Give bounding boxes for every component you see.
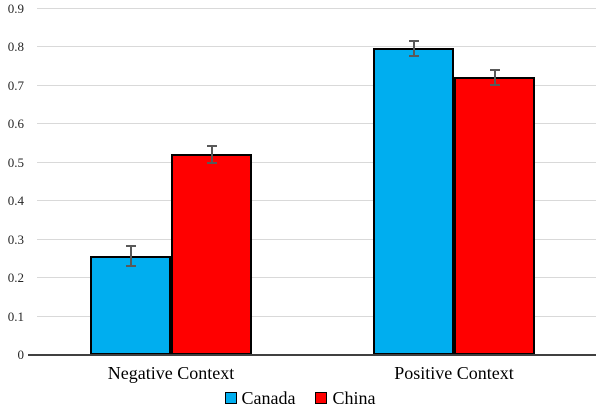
- x-axis-category-label: Negative Context: [107, 363, 235, 383]
- y-axis-tick-label: 0.3: [7, 232, 24, 247]
- legend-swatch-china: [315, 392, 328, 404]
- y-gridline: [37, 85, 596, 86]
- error-bar-cap: [490, 69, 500, 71]
- error-bar-cap: [490, 84, 500, 86]
- error-bar: [413, 41, 415, 56]
- error-bar-cap: [126, 265, 136, 267]
- y-gridline: [37, 8, 596, 9]
- legend-item-canada: Canada: [224, 388, 296, 408]
- y-axis-tick-label: 0.7: [7, 78, 24, 93]
- error-bar-cap: [126, 245, 136, 247]
- y-gridline: [37, 277, 596, 278]
- error-bar-cap: [207, 145, 217, 147]
- y-axis-tick-label: 0.8: [7, 39, 24, 54]
- error-bar: [494, 70, 496, 85]
- error-bar: [130, 246, 132, 265]
- bar-china-negative-context: [171, 154, 252, 355]
- y-gridline: [37, 316, 596, 317]
- bar-canada-positive-context: [373, 48, 454, 355]
- y-axis-tick-label: 0.6: [7, 116, 24, 131]
- y-gridline: [37, 162, 596, 163]
- x-axis-line: [28, 354, 596, 356]
- y-gridline: [37, 239, 596, 240]
- bar-china-positive-context: [454, 77, 535, 355]
- error-bar: [211, 146, 213, 163]
- chart-legend: Canada China: [0, 388, 600, 408]
- y-axis-tick-label: 0.5: [7, 155, 24, 170]
- y-axis-tick-label: 0.2: [7, 270, 24, 285]
- error-bar-cap: [409, 55, 419, 57]
- legend-label: Canada: [241, 388, 296, 408]
- y-gridline: [37, 200, 596, 201]
- y-axis-tick-label: 0.9: [7, 1, 24, 16]
- error-bar-cap: [409, 40, 419, 42]
- y-axis-tick-label: 0.4: [7, 193, 24, 208]
- y-axis-tick-label: 0.1: [7, 309, 24, 324]
- y-gridline: [37, 46, 596, 47]
- legend-label: China: [332, 388, 376, 408]
- legend-swatch-canada: [224, 392, 237, 404]
- bar-canada-negative-context: [90, 256, 171, 355]
- x-axis-category-label: Positive Context: [394, 363, 514, 383]
- y-axis-tick-label: 0: [17, 347, 25, 362]
- y-gridline: [37, 123, 596, 124]
- legend-item-china: China: [315, 388, 375, 408]
- error-bar-cap: [207, 162, 217, 164]
